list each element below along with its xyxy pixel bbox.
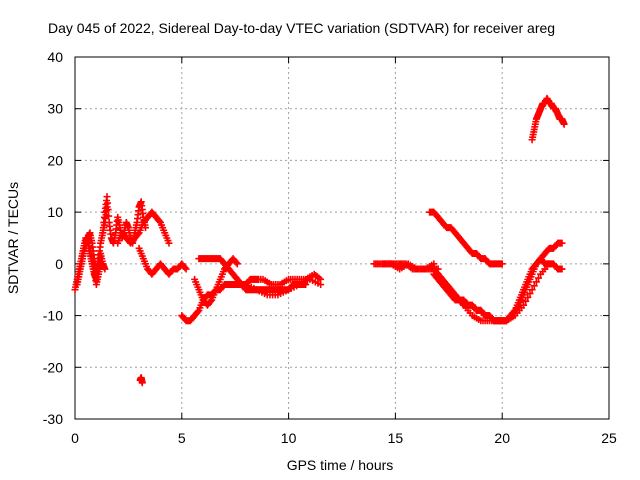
- y-tick-label: 30: [47, 101, 63, 117]
- series-arc-7: [136, 374, 146, 387]
- data-point: [510, 308, 518, 316]
- series-arc-16: [430, 239, 566, 325]
- data-point: [558, 265, 566, 273]
- data-point: [207, 297, 215, 305]
- chart-title: Day 045 of 2022, Sidereal Day-to-day VTE…: [48, 20, 555, 36]
- data-point: [526, 290, 534, 298]
- series-arc-15: [426, 208, 506, 268]
- data-point: [558, 239, 566, 247]
- data-point: [532, 278, 540, 286]
- x-axis-label: GPS time / hours: [287, 457, 394, 473]
- series-arc-18: [434, 260, 553, 325]
- series-arc-6: [135, 244, 190, 278]
- data-marks: [71, 94, 568, 387]
- data-point: [233, 260, 241, 268]
- x-tick-label: 5: [178, 430, 186, 446]
- data-point: [103, 193, 111, 201]
- y-axis-label: SDTVAR / TECUs: [5, 182, 21, 294]
- data-point: [535, 274, 543, 282]
- data-point: [530, 282, 538, 290]
- y-tick-label: -30: [43, 411, 63, 427]
- data-point: [104, 199, 112, 207]
- y-tick-label: -10: [43, 308, 63, 324]
- data-point: [317, 281, 325, 289]
- data-point: [194, 308, 202, 316]
- x-tick-label: 25: [601, 430, 617, 446]
- axis-ticks: [74, 56, 610, 420]
- data-point: [520, 301, 528, 309]
- data-point: [498, 260, 506, 268]
- series-arc-10: [191, 255, 241, 309]
- data-point: [165, 239, 173, 247]
- x-tick-label: 0: [71, 430, 79, 446]
- x-tick-label: 10: [281, 430, 297, 446]
- data-point: [155, 217, 163, 225]
- y-tick-labels: 40 30 20 10 0 -10 -20 -30: [43, 49, 63, 427]
- x-tick-labels: 0 5 10 15 20 25: [71, 430, 617, 446]
- data-point: [528, 286, 536, 294]
- data-point: [134, 230, 142, 238]
- series-arc-19: [528, 94, 568, 144]
- data-point: [524, 293, 532, 301]
- series-arc-3: [82, 203, 111, 273]
- data-point: [522, 297, 530, 305]
- series-arc-14: [379, 260, 438, 273]
- data-point: [560, 120, 568, 128]
- y-tick-label: -20: [43, 359, 63, 375]
- x-tick-label: 15: [388, 430, 404, 446]
- data-point: [138, 379, 146, 387]
- grid: [75, 57, 609, 419]
- y-tick-label: 10: [47, 204, 63, 220]
- data-point: [105, 212, 113, 220]
- series-arc-4: [99, 193, 149, 247]
- plot-frame: [74, 56, 610, 420]
- y-tick-label: 20: [47, 152, 63, 168]
- data-point: [181, 264, 189, 272]
- series-arc-12: [242, 275, 325, 299]
- data-point: [545, 260, 553, 268]
- data-point: [104, 206, 112, 214]
- y-tick-label: 0: [55, 256, 63, 272]
- series-arc-5: [114, 208, 173, 247]
- y-tick-label: 40: [47, 49, 63, 65]
- data-point: [182, 265, 190, 273]
- x-tick-label: 20: [494, 430, 510, 446]
- data-point: [232, 259, 240, 267]
